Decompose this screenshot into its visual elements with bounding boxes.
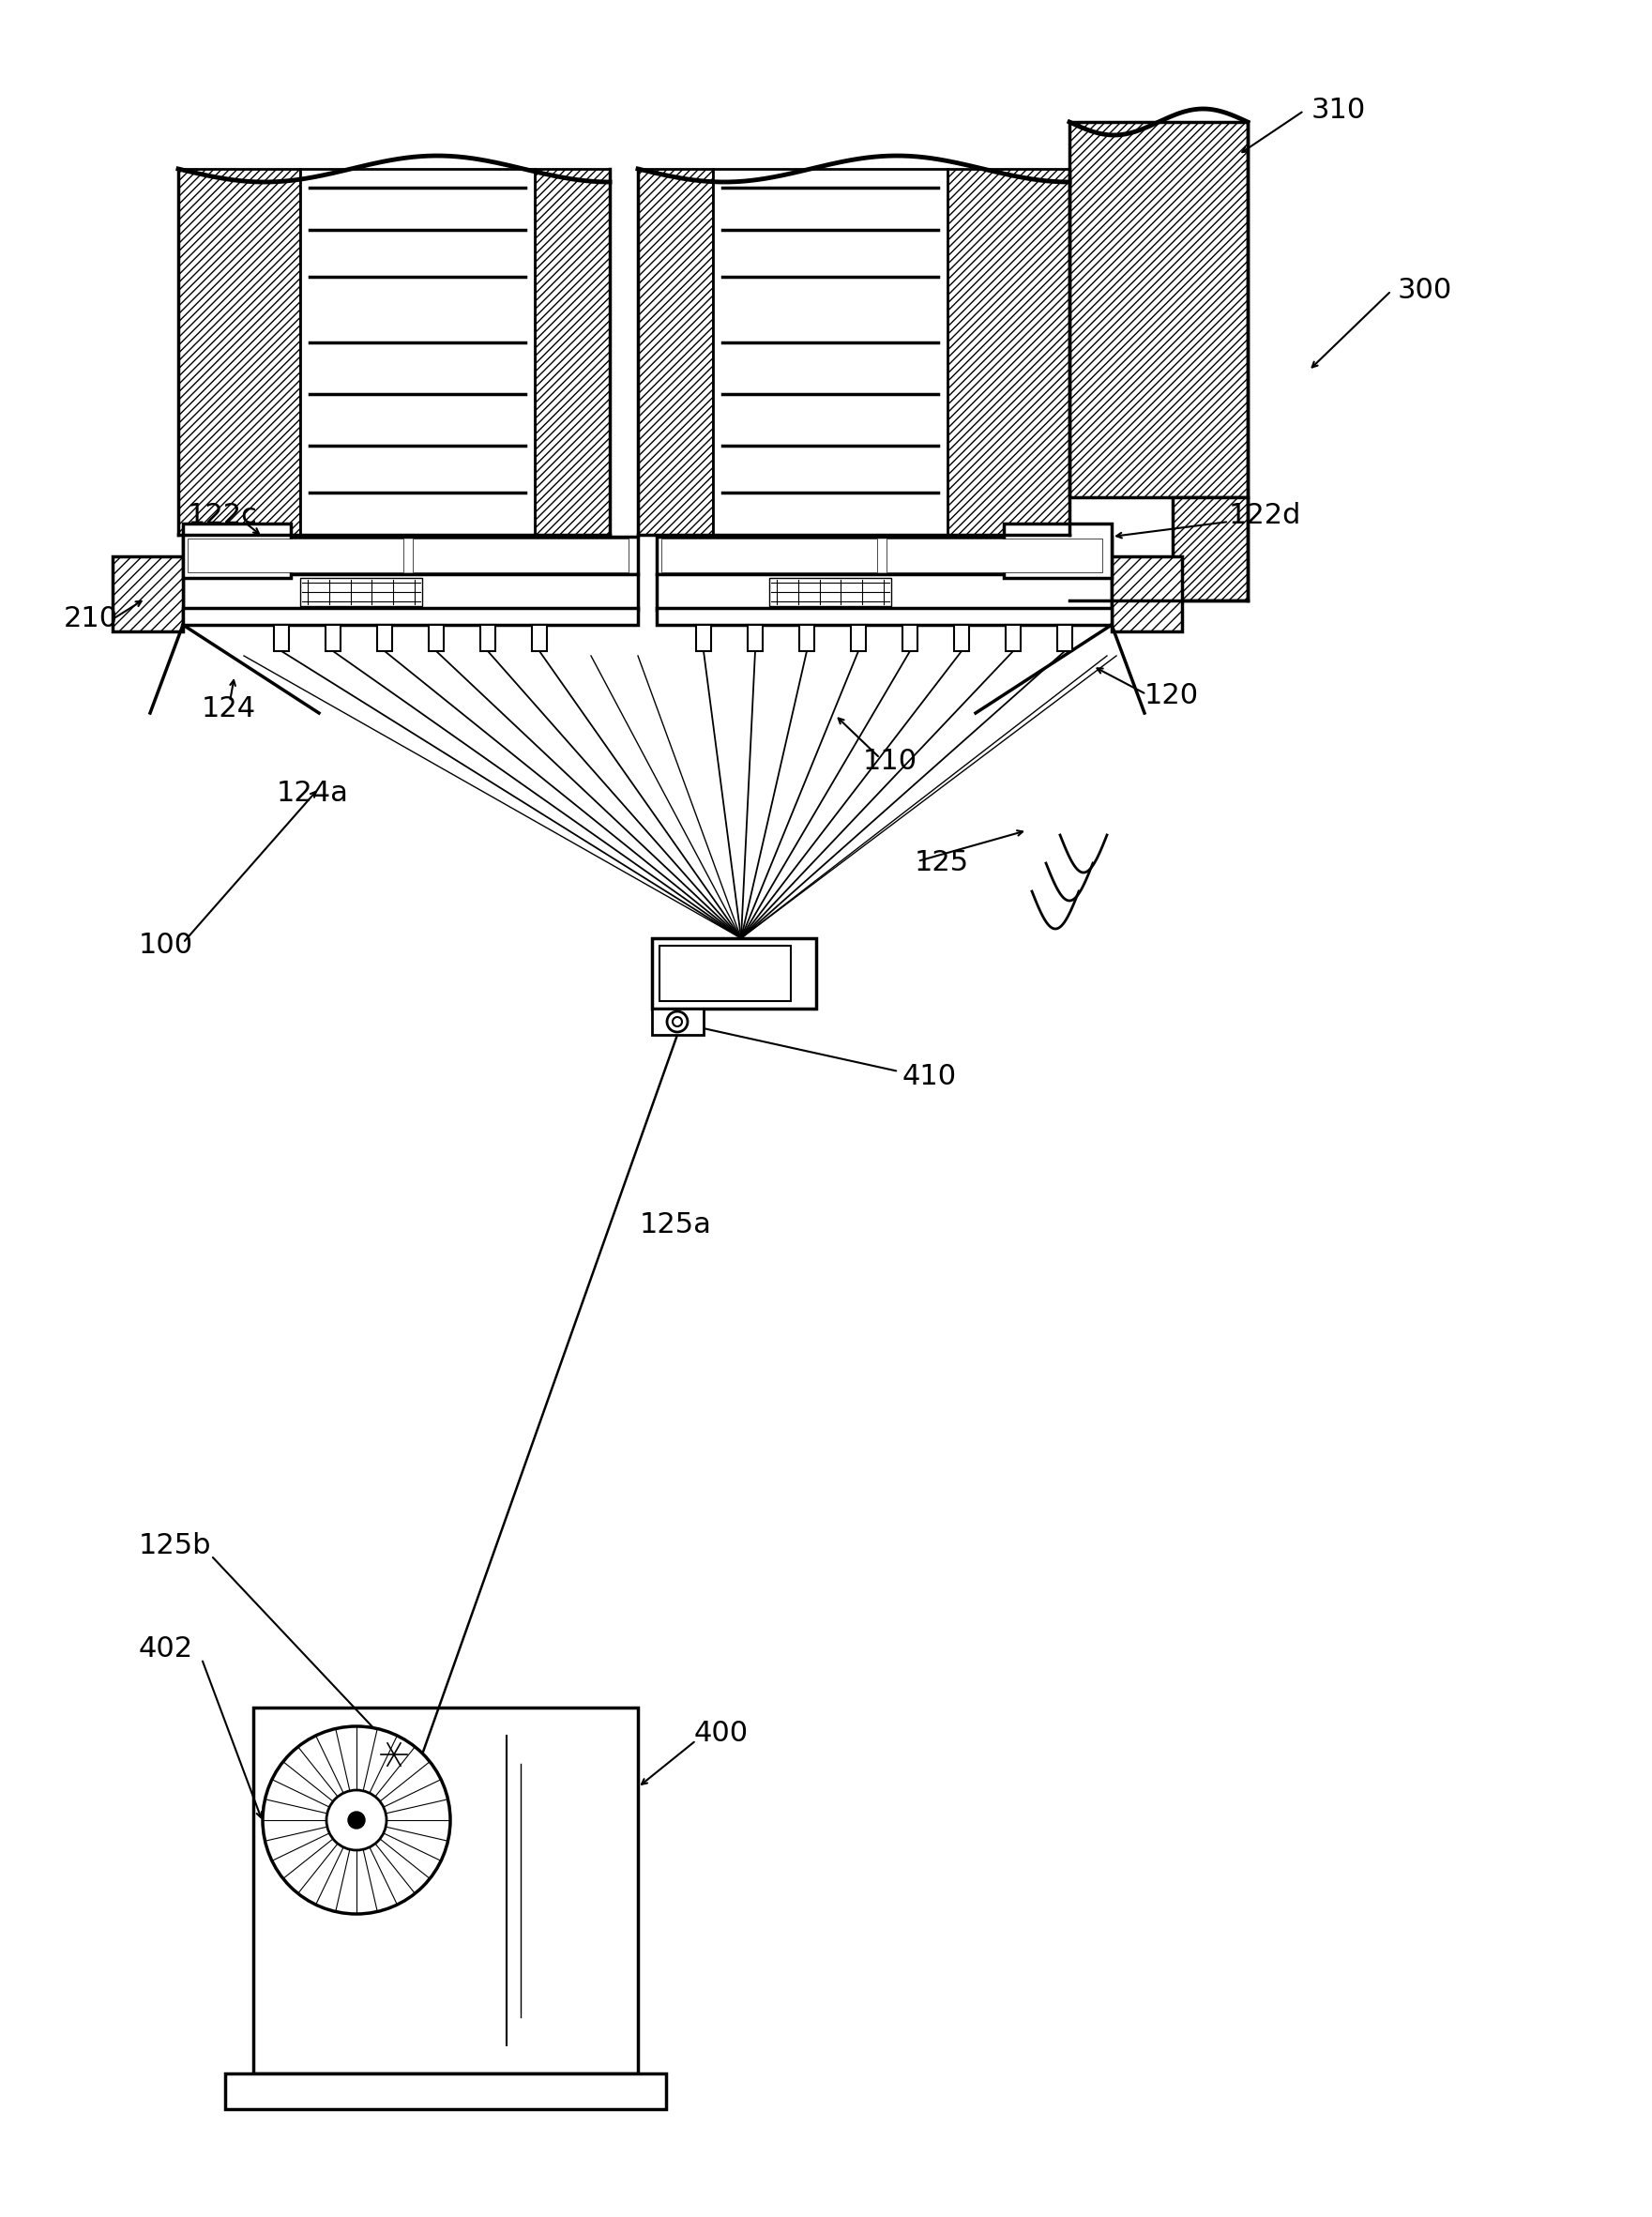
- Bar: [653, 1009, 704, 1035]
- Bar: [661, 539, 877, 572]
- Bar: [659, 947, 791, 1002]
- Bar: [183, 523, 291, 579]
- Bar: [274, 625, 289, 652]
- Bar: [112, 556, 183, 632]
- Bar: [188, 539, 403, 572]
- Bar: [1112, 556, 1183, 632]
- Bar: [657, 574, 1112, 610]
- Bar: [413, 539, 628, 572]
- Bar: [653, 938, 816, 1009]
- Bar: [1173, 497, 1247, 601]
- Bar: [183, 537, 638, 574]
- Bar: [1006, 625, 1021, 652]
- Bar: [325, 625, 340, 652]
- Circle shape: [349, 1811, 365, 1829]
- Bar: [481, 625, 496, 652]
- Text: 410: 410: [902, 1064, 957, 1091]
- Text: 210: 210: [64, 605, 119, 632]
- Circle shape: [667, 1011, 687, 1033]
- Circle shape: [672, 1018, 682, 1026]
- Bar: [225, 2073, 666, 2108]
- Bar: [253, 1707, 638, 2073]
- Bar: [955, 625, 970, 652]
- Text: 100: 100: [139, 931, 193, 960]
- Circle shape: [263, 1727, 451, 1913]
- Text: 125b: 125b: [139, 1532, 211, 1561]
- Bar: [657, 537, 1112, 574]
- Bar: [800, 625, 814, 652]
- Bar: [638, 168, 714, 534]
- Text: 125: 125: [915, 849, 970, 876]
- Text: 300: 300: [1398, 277, 1452, 304]
- Bar: [695, 625, 710, 652]
- Bar: [183, 607, 638, 625]
- Bar: [714, 168, 948, 534]
- Bar: [532, 625, 547, 652]
- Text: 402: 402: [139, 1636, 193, 1663]
- Circle shape: [327, 1789, 387, 1851]
- Bar: [301, 579, 423, 605]
- Bar: [748, 625, 763, 652]
- Bar: [851, 625, 866, 652]
- Text: 110: 110: [862, 747, 917, 776]
- Text: 310: 310: [1312, 98, 1366, 124]
- Bar: [1057, 625, 1072, 652]
- Bar: [770, 579, 890, 605]
- Text: 124: 124: [202, 694, 256, 723]
- Text: 122d: 122d: [1229, 503, 1302, 530]
- Bar: [183, 574, 638, 610]
- Bar: [301, 168, 535, 534]
- Text: 120: 120: [1145, 683, 1199, 709]
- Bar: [377, 625, 392, 652]
- Bar: [535, 168, 610, 534]
- Bar: [1004, 523, 1112, 579]
- Bar: [657, 607, 1112, 625]
- Bar: [430, 625, 444, 652]
- Bar: [887, 539, 1102, 572]
- Text: 400: 400: [694, 1720, 748, 1747]
- Text: 125a: 125a: [639, 1210, 712, 1237]
- Text: 122c: 122c: [188, 503, 258, 530]
- Bar: [178, 168, 301, 534]
- Bar: [948, 168, 1069, 534]
- Bar: [902, 625, 917, 652]
- Text: 124a: 124a: [278, 778, 349, 807]
- Bar: [1069, 122, 1247, 497]
